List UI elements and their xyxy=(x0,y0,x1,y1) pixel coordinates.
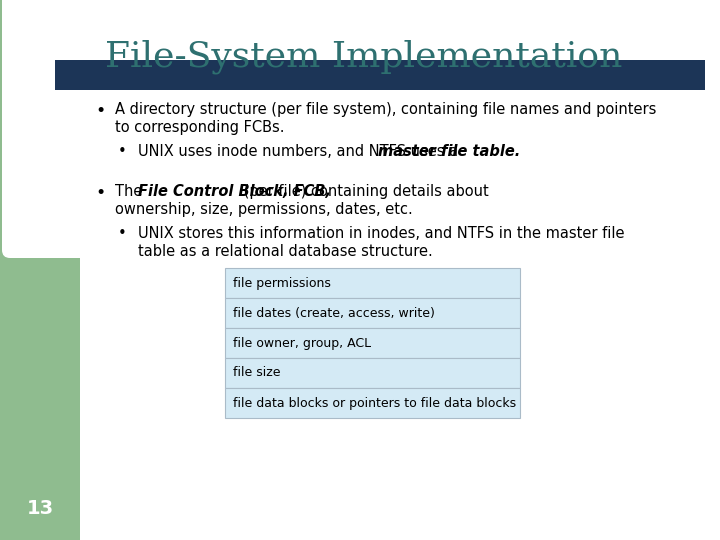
Text: •: • xyxy=(118,144,127,159)
Text: ownership, size, permissions, dates, etc.: ownership, size, permissions, dates, etc… xyxy=(115,202,413,217)
Text: (per file) containing details about: (per file) containing details about xyxy=(240,184,489,199)
Text: file size: file size xyxy=(233,367,281,380)
Bar xyxy=(225,358,520,388)
Text: File-System Implementation: File-System Implementation xyxy=(105,40,622,75)
Text: file permissions: file permissions xyxy=(233,276,331,289)
Bar xyxy=(225,388,520,418)
Text: file dates (create, access, write): file dates (create, access, write) xyxy=(233,307,435,320)
Text: •: • xyxy=(118,226,127,241)
Text: master file table.: master file table. xyxy=(378,144,520,159)
Text: file owner, group, ACL: file owner, group, ACL xyxy=(233,336,371,349)
Text: File Control Block, FCB,: File Control Block, FCB, xyxy=(138,184,331,199)
Text: A directory structure (per file system), containing file names and pointers: A directory structure (per file system),… xyxy=(115,102,657,117)
Text: The: The xyxy=(115,184,147,199)
FancyBboxPatch shape xyxy=(2,0,108,258)
Bar xyxy=(225,298,520,328)
Text: •: • xyxy=(95,102,105,120)
Bar xyxy=(225,268,520,298)
Bar xyxy=(0,0,80,540)
Bar xyxy=(225,328,520,358)
Text: 13: 13 xyxy=(27,499,53,518)
Text: UNIX uses inode numbers, and NTFS uses a: UNIX uses inode numbers, and NTFS uses a xyxy=(138,144,463,159)
Text: •: • xyxy=(95,184,105,202)
Text: table as a relational database structure.: table as a relational database structure… xyxy=(138,244,433,259)
Text: UNIX stores this information in inodes, and NTFS in the master file: UNIX stores this information in inodes, … xyxy=(138,226,624,241)
Text: file data blocks or pointers to file data blocks: file data blocks or pointers to file dat… xyxy=(233,396,516,409)
Text: to corresponding FCBs.: to corresponding FCBs. xyxy=(115,120,284,135)
Bar xyxy=(55,60,705,90)
